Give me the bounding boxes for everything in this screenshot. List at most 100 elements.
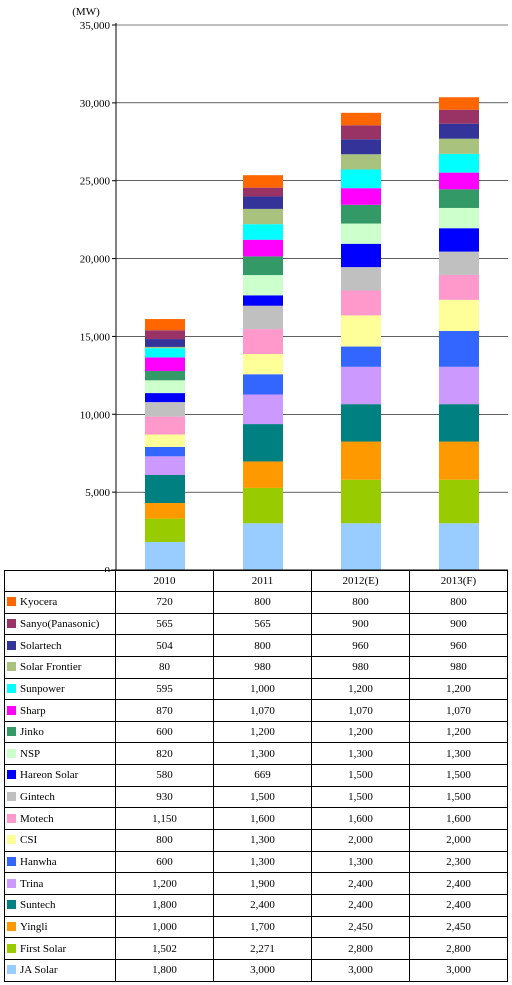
bar-segment [243, 256, 283, 276]
data-label: 1,800 [115, 958, 214, 982]
bar-segment [341, 404, 381, 442]
bar-segment [145, 330, 185, 340]
bar-segment [439, 523, 479, 570]
data-label: 960 [311, 634, 410, 657]
data-label: 1,070 [409, 699, 508, 722]
bar-segment [341, 154, 381, 170]
bar-segment [341, 112, 381, 126]
legend-swatch [7, 813, 16, 823]
legend-entry: Jinko [4, 720, 116, 744]
bar-segment [439, 274, 479, 300]
data-label: 1,200 [409, 677, 508, 701]
data-label: 600 [115, 850, 214, 874]
legend-swatch [7, 618, 16, 628]
table-row: Sharp 870 1,070 1,070 1,070 [4, 699, 508, 722]
legend-swatch [7, 878, 16, 888]
bar-segment [439, 479, 479, 524]
table-row: Yingli 1,000 1,700 2,450 2,450 [4, 915, 508, 939]
legend-label: Trina [20, 877, 44, 890]
legend-entry: First Solar [4, 937, 116, 960]
bar-segment [341, 479, 381, 524]
data-label: 870 [115, 699, 214, 722]
legend-entry: Kyocera [4, 591, 116, 614]
bar-segment [243, 187, 283, 197]
data-label: 1,300 [311, 742, 410, 766]
data-label: 980 [213, 655, 312, 679]
legend-label: Suntech [20, 899, 56, 912]
data-label: 1,500 [311, 785, 410, 809]
data-label: 3,000 [409, 958, 508, 982]
bar-segment [145, 319, 185, 331]
bar-segment [341, 139, 381, 155]
data-label: 1,500 [213, 785, 312, 809]
legend-entry: CSI [4, 829, 116, 852]
data-label: 2,300 [409, 850, 508, 874]
x-category-label: 2010 [115, 570, 214, 592]
bar-segment [341, 204, 381, 224]
data-label: 1,500 [409, 764, 508, 787]
legend-swatch [7, 748, 16, 758]
data-label: 800 [115, 829, 214, 852]
bar-segment [145, 518, 185, 542]
stacked-bar-chart: (MW) 0 5,000 10,000 15,000 20,000 25,000 30,00… [72, 6, 508, 572]
bar-stack [243, 175, 283, 570]
data-label: 3,000 [311, 958, 410, 982]
bar-stack [341, 112, 381, 570]
data-label: 800 [213, 634, 312, 657]
bar-segment [439, 153, 479, 173]
legend-entry: Gintech [4, 785, 116, 809]
bar-segment [243, 354, 283, 375]
bar-segment [145, 339, 185, 347]
bar-segment [439, 441, 479, 480]
bar-segment [243, 295, 283, 306]
bar-segment [439, 251, 479, 275]
data-label: 800 [311, 591, 410, 614]
table-row: Motech 1,150 1,600 1,600 1,600 [4, 807, 508, 831]
legend-swatch [7, 597, 16, 607]
legend-swatch [7, 640, 16, 650]
table-row: First Solar 1,502 2,271 2,800 2,800 [4, 937, 508, 960]
bar-segment [243, 394, 283, 425]
data-label: 2,800 [409, 937, 508, 960]
data-label: 1,600 [311, 807, 410, 831]
table-row: Jinko 600 1,200 1,200 1,200 [4, 720, 508, 744]
y-tick-label: 15,000 [80, 331, 111, 343]
legend-swatch [7, 662, 16, 672]
data-label: 504 [115, 634, 214, 657]
bar-segment [145, 393, 185, 403]
bar-segment [243, 424, 283, 462]
bar-segment [243, 329, 283, 355]
data-label: 1,000 [213, 677, 312, 701]
bar-segment [439, 330, 479, 367]
bar-segment [145, 416, 185, 435]
legend-label: Solar Frontier [20, 661, 82, 674]
legend-label: JA Solar [20, 964, 58, 977]
bar-stack [439, 97, 479, 570]
data-label: 2,450 [409, 915, 508, 939]
legend-entry: Motech [4, 807, 116, 831]
y-tick-label: 35,000 [80, 20, 111, 32]
bar-segment [341, 267, 381, 291]
bar-segment [243, 523, 283, 570]
y-axis-unit-label: (MW) [72, 6, 100, 18]
data-label: 80 [115, 655, 214, 679]
x-category-label: 2013(F) [409, 570, 508, 592]
bar-segment [341, 523, 381, 570]
bar-segment [145, 370, 185, 381]
bar-segment [341, 346, 381, 367]
y-tick-label: 0 [105, 565, 111, 572]
bar-segment [439, 366, 479, 405]
table-row: NSP 820 1,300 1,300 1,300 [4, 742, 508, 766]
table-row: Gintech 930 1,500 1,500 1,500 [4, 785, 508, 809]
data-label: 1,600 [213, 807, 312, 831]
bar-segment [439, 404, 479, 442]
legend-label: Sunpower [20, 682, 65, 695]
data-label: 1,150 [115, 807, 214, 831]
table-row: Sanyo(Panasonic) 565 565 900 900 [4, 612, 508, 636]
bar-segment [439, 123, 479, 139]
bar-segment [243, 239, 283, 257]
data-table: 2010 2011 2012(E) 2013(F) Kyocera 720 800 800 8… [4, 570, 508, 982]
legend-label: Sanyo(Panasonic) [20, 617, 100, 630]
data-label: 2,400 [409, 893, 508, 917]
y-tick-label: 5,000 [85, 487, 110, 499]
